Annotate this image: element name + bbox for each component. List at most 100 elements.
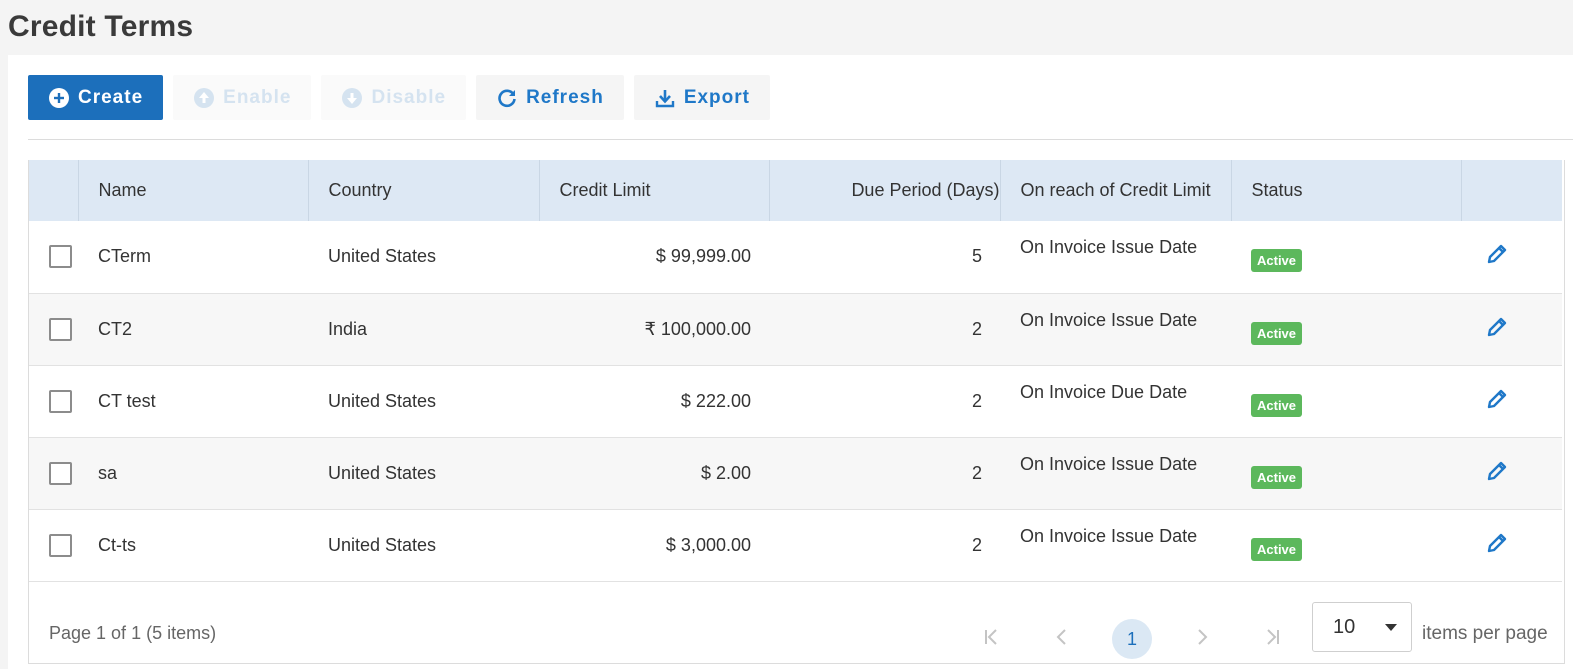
status-badge: Active: [1251, 393, 1303, 417]
status-cell: Active: [1231, 509, 1461, 582]
chevron-right-icon: [1191, 626, 1213, 653]
name-cell: CT test: [78, 365, 308, 438]
refresh-button-label: Refresh: [526, 86, 604, 108]
row-checkbox[interactable]: [49, 461, 72, 485]
pencil-icon[interactable]: [1485, 459, 1509, 483]
enable-button-label: Enable: [223, 86, 292, 108]
row-checkbox[interactable]: [49, 317, 72, 341]
due-period-cell: 2: [769, 437, 1000, 510]
table-row[interactable]: CT test United States $ 222.00 2 On Invoice …: [29, 365, 1562, 438]
column-header-on-reach[interactable]: On reach of Credit Limit: [1000, 160, 1232, 221]
credit-limit-cell: ₹ 100,000.00: [539, 293, 769, 366]
column-header-status[interactable]: Status: [1231, 160, 1462, 221]
credit-terms-card: Create Enable Disable Refresh Export: [8, 55, 1573, 669]
chevron-down-icon: [1385, 624, 1397, 631]
plus-circle-icon: [48, 87, 70, 109]
credit-terms-grid: Name Country Credit Limit Due Period (Da…: [28, 160, 1565, 664]
column-header-select: [29, 160, 79, 221]
status-cell: Active: [1231, 221, 1461, 294]
credit-limit-cell: $ 3,000.00: [539, 509, 769, 582]
status-cell: Active: [1231, 437, 1461, 510]
actions-cell: [1461, 437, 1562, 510]
column-header-country[interactable]: Country: [308, 160, 540, 221]
create-button-label: Create: [78, 86, 144, 108]
due-period-cell: 2: [769, 365, 1000, 438]
status-cell: Active: [1231, 293, 1461, 366]
on-reach-cell: On Invoice Issue Date: [1000, 509, 1231, 582]
name-cell: Ct-ts: [78, 509, 308, 582]
actions-cell: [1461, 365, 1562, 438]
status-badge: Active: [1251, 465, 1303, 489]
credit-limit-cell: $ 2.00: [539, 437, 769, 510]
country-cell: United States: [308, 365, 539, 438]
last-page-button[interactable]: [1252, 619, 1292, 659]
name-cell: CTerm: [78, 221, 308, 294]
items-per-page-label: items per page: [1422, 623, 1548, 644]
column-header-credit-limit[interactable]: Credit Limit: [539, 160, 770, 221]
column-header-name[interactable]: Name: [78, 160, 309, 221]
on-reach-cell: On Invoice Due Date: [1000, 365, 1231, 438]
due-period-cell: 2: [769, 509, 1000, 582]
on-reach-cell: On Invoice Issue Date: [1000, 221, 1231, 294]
status-badge: Active: [1251, 321, 1303, 345]
pencil-icon[interactable]: [1485, 242, 1509, 266]
column-header-actions: [1461, 160, 1562, 221]
pencil-icon[interactable]: [1485, 315, 1509, 339]
actions-cell: [1461, 293, 1562, 366]
chevron-left-icon: [1051, 626, 1073, 653]
credit-terms-table: Name Country Credit Limit Due Period (Da…: [29, 160, 1562, 582]
row-select-cell: [29, 509, 78, 582]
name-cell: sa: [78, 437, 308, 510]
due-period-cell: 5: [769, 221, 1000, 294]
table-row[interactable]: sa United States $ 2.00 2 On Invoice Issue D…: [29, 437, 1562, 510]
status-badge: Active: [1251, 249, 1303, 273]
export-button[interactable]: Export: [633, 75, 770, 120]
row-checkbox[interactable]: [49, 533, 72, 557]
status-cell: Active: [1231, 365, 1461, 438]
country-cell: United States: [308, 509, 539, 582]
page-size-select[interactable]: 10: [1312, 602, 1412, 652]
arrow-down-circle-icon: [341, 87, 363, 109]
pager-info: Page 1 of 1 (5 items): [49, 623, 217, 643]
first-page-button[interactable]: [972, 619, 1012, 659]
status-badge: Active: [1251, 537, 1303, 561]
page-title: Credit Terms: [8, 10, 194, 43]
table-row[interactable]: CT2 India ₹ 100,000.00 2 On Invoice Issue Da…: [29, 293, 1562, 366]
page-number-button[interactable]: 1: [1112, 619, 1152, 659]
row-select-cell: [29, 221, 78, 294]
country-cell: United States: [308, 437, 539, 510]
table-row[interactable]: CTerm United States $ 99,999.00 5 On Invoice…: [29, 221, 1562, 294]
create-button[interactable]: Create: [28, 75, 164, 120]
toolbar-divider: [28, 139, 1573, 140]
export-button-label: Export: [683, 86, 750, 108]
row-checkbox[interactable]: [49, 245, 72, 269]
row-select-cell: [29, 365, 78, 438]
on-reach-cell: On Invoice Issue Date: [1000, 293, 1231, 366]
name-cell: CT2: [78, 293, 308, 366]
country-cell: United States: [308, 221, 539, 294]
disable-button-label: Disable: [371, 86, 447, 108]
refresh-button[interactable]: Refresh: [476, 75, 624, 120]
table-row[interactable]: Ct-ts United States $ 3,000.00 2 On Invoice …: [29, 509, 1562, 582]
actions-cell: [1461, 221, 1562, 294]
credit-limit-cell: $ 99,999.00: [539, 221, 769, 294]
last-page-icon: [1261, 626, 1283, 653]
country-cell: India: [308, 293, 539, 366]
column-header-due-period[interactable]: Due Period (Days): [769, 160, 1001, 221]
page-size-value: 10: [1333, 615, 1356, 638]
disable-button[interactable]: Disable: [321, 75, 467, 120]
download-icon: [654, 87, 676, 109]
pencil-icon[interactable]: [1485, 531, 1509, 555]
row-checkbox[interactable]: [49, 389, 72, 413]
pager: Page 1 of 1 (5 items) 1 10 items per pag…: [29, 596, 1566, 662]
refresh-icon: [496, 87, 518, 109]
row-select-cell: [29, 293, 78, 366]
previous-page-button[interactable]: [1042, 619, 1082, 659]
pencil-icon[interactable]: [1485, 387, 1509, 411]
toolbar: Create Enable Disable Refresh Export: [28, 75, 770, 120]
next-page-button[interactable]: [1182, 619, 1222, 659]
enable-button[interactable]: Enable: [173, 75, 312, 120]
due-period-cell: 2: [769, 293, 1000, 366]
table-header-row: Name Country Credit Limit Due Period (Da…: [29, 160, 1562, 221]
first-page-icon: [981, 626, 1003, 653]
